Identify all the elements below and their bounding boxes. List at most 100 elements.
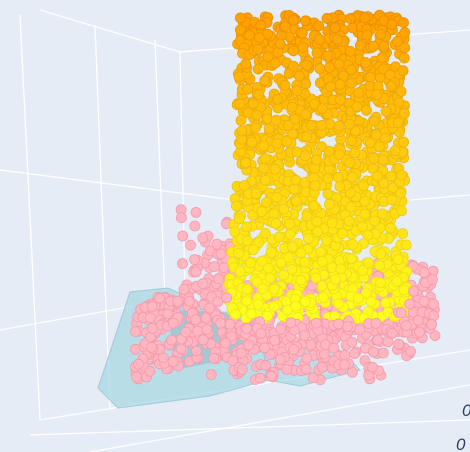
point xyxy=(370,129,382,141)
point xyxy=(309,180,321,191)
point xyxy=(378,177,390,189)
point xyxy=(250,188,262,199)
point xyxy=(347,22,359,34)
point xyxy=(310,272,322,284)
point xyxy=(192,325,204,337)
point xyxy=(295,247,307,259)
point xyxy=(333,58,345,70)
point xyxy=(238,180,250,191)
grid-line xyxy=(0,304,141,331)
point xyxy=(400,239,412,251)
grid-line xyxy=(409,194,470,201)
point xyxy=(349,348,360,360)
point xyxy=(375,248,387,260)
grid-line xyxy=(94,24,111,411)
point xyxy=(333,298,345,310)
grid-line xyxy=(89,384,470,452)
point xyxy=(377,347,389,359)
point xyxy=(274,354,286,365)
grid-line xyxy=(19,14,41,421)
point xyxy=(201,324,213,335)
point xyxy=(346,366,358,378)
point xyxy=(278,269,290,281)
point xyxy=(352,292,364,304)
point xyxy=(323,198,335,210)
point xyxy=(131,371,143,383)
point xyxy=(427,274,438,286)
point xyxy=(247,244,259,256)
point xyxy=(396,205,407,217)
point xyxy=(246,136,258,148)
point xyxy=(333,120,345,132)
point xyxy=(428,298,440,310)
point xyxy=(269,163,281,175)
point xyxy=(347,238,359,250)
point xyxy=(335,263,347,275)
point xyxy=(250,122,262,134)
point xyxy=(273,231,285,243)
point xyxy=(290,174,302,186)
point xyxy=(311,216,323,228)
point xyxy=(200,312,212,324)
point xyxy=(253,89,265,100)
point xyxy=(314,63,326,74)
point xyxy=(287,241,298,253)
point xyxy=(255,19,267,31)
point xyxy=(271,191,283,203)
point xyxy=(178,283,190,295)
point xyxy=(359,12,371,24)
point-cloud xyxy=(130,9,441,386)
point xyxy=(259,227,271,239)
point xyxy=(353,87,365,99)
point xyxy=(351,101,363,113)
point xyxy=(281,135,293,147)
point xyxy=(175,343,187,355)
point xyxy=(240,157,252,169)
point xyxy=(184,295,195,307)
point xyxy=(157,352,169,364)
point xyxy=(256,206,268,218)
point xyxy=(385,222,397,234)
point xyxy=(219,337,231,349)
point xyxy=(252,43,264,55)
point xyxy=(326,217,338,229)
point xyxy=(301,352,313,364)
point xyxy=(412,314,424,326)
point xyxy=(190,206,202,218)
point xyxy=(254,372,266,384)
point xyxy=(398,52,410,64)
point xyxy=(253,32,265,43)
point xyxy=(146,341,158,353)
point xyxy=(257,283,268,295)
point xyxy=(296,27,308,39)
point xyxy=(205,369,217,380)
point xyxy=(367,361,378,373)
point xyxy=(311,47,323,59)
point xyxy=(349,147,361,159)
point xyxy=(386,327,398,339)
point xyxy=(211,238,223,250)
point xyxy=(321,12,333,24)
point xyxy=(307,372,319,384)
point xyxy=(315,246,327,258)
point xyxy=(230,308,242,320)
point xyxy=(241,323,253,335)
point xyxy=(261,196,272,208)
point xyxy=(426,319,438,330)
axis-tick-label: 0 xyxy=(456,435,466,452)
point xyxy=(300,363,312,375)
point xyxy=(395,307,407,319)
point xyxy=(333,318,344,330)
point xyxy=(337,228,348,240)
axis-tick-label: 0 xyxy=(462,401,470,420)
point xyxy=(299,296,311,307)
point xyxy=(215,248,227,260)
point xyxy=(144,365,156,377)
point xyxy=(245,257,257,269)
point xyxy=(172,295,184,307)
point xyxy=(235,347,247,359)
point xyxy=(301,59,313,71)
point xyxy=(274,38,286,50)
point xyxy=(384,69,396,81)
point xyxy=(167,356,179,368)
